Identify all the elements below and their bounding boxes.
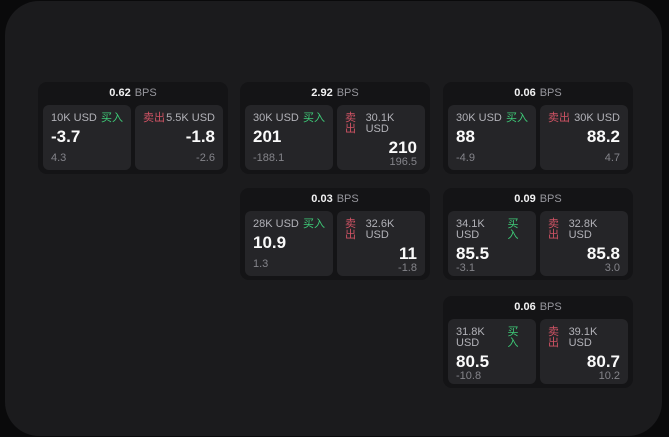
buy-change: 1.3 bbox=[253, 258, 269, 270]
sell-amount: 30.1K USD bbox=[365, 112, 395, 135]
sell-change: -1.8 bbox=[398, 262, 417, 274]
sell-pane[interactable]: 卖出 32.8K USD 85.8 3.0 bbox=[540, 211, 628, 276]
sell-price: 85.8 bbox=[586, 244, 620, 263]
sell-amount: 39.1K USD bbox=[568, 326, 598, 349]
sell-label: 卖出 bbox=[548, 326, 559, 349]
buy-pane[interactable]: 30K USD 买入 88 -4.9 bbox=[448, 105, 536, 170]
sell-pane[interactable]: 卖出 39.1K USD 80.7 10.2 bbox=[540, 319, 628, 384]
buy-change: 4.3 bbox=[51, 152, 67, 164]
buy-change: -4.9 bbox=[456, 152, 475, 164]
bps-value: 0.09 bbox=[514, 193, 536, 205]
buy-amount: 30K USD bbox=[456, 112, 502, 124]
sell-price: 11 bbox=[399, 244, 417, 263]
buy-amount: 10K USD bbox=[51, 112, 97, 124]
sell-amount: 32.8K USD bbox=[568, 218, 598, 241]
buy-price: 88 bbox=[456, 127, 475, 146]
sell-change: 4.7 bbox=[604, 152, 620, 164]
buy-amount: 31.8K USD bbox=[456, 326, 485, 349]
bps-value: 0.03 bbox=[311, 193, 333, 205]
sell-change: 196.5 bbox=[389, 156, 417, 168]
bps-header: 2.92 BPS bbox=[245, 82, 425, 105]
buy-price: 85.5 bbox=[456, 244, 490, 263]
buy-pane[interactable]: 31.8K USD 买入 80.5 -10.8 bbox=[448, 319, 536, 384]
buy-price: 10.9 bbox=[253, 233, 287, 252]
buy-label: 买入 bbox=[507, 326, 519, 349]
buy-amount: 30K USD bbox=[253, 112, 299, 124]
sell-label: 卖出 bbox=[345, 218, 356, 241]
sell-amount: 32.6K USD bbox=[365, 218, 395, 241]
quote-card-4: 0.03 BPS 28K USD 买入 10.9 1.3 卖出 32.6K US… bbox=[240, 188, 430, 280]
buy-label: 买入 bbox=[101, 112, 123, 124]
sell-change: 3.0 bbox=[604, 262, 620, 274]
bps-header: 0.03 BPS bbox=[245, 188, 425, 211]
sell-change: -2.6 bbox=[196, 152, 215, 164]
sell-change: 10.2 bbox=[598, 370, 620, 382]
sell-label: 卖出 bbox=[143, 112, 165, 124]
buy-price: -3.7 bbox=[51, 127, 81, 146]
bps-value: 0.62 bbox=[109, 87, 131, 99]
buy-label: 买入 bbox=[303, 112, 325, 124]
bps-unit: BPS bbox=[539, 301, 562, 313]
bps-value: 0.06 bbox=[514, 301, 536, 313]
sell-label: 卖出 bbox=[548, 112, 570, 124]
sell-amount: 30K USD bbox=[574, 112, 620, 124]
bps-header: 0.09 BPS bbox=[448, 188, 628, 211]
quote-card-1: 0.62 BPS 10K USD 买入 -3.7 4.3 卖出 5.5K USD… bbox=[38, 82, 228, 174]
buy-pane[interactable]: 34.1K USD 买入 85.5 -3.1 bbox=[448, 211, 536, 276]
sell-pane[interactable]: 卖出 30.1K USD 210 196.5 bbox=[337, 105, 425, 170]
sell-pane[interactable]: 卖出 30K USD 88.2 4.7 bbox=[540, 105, 628, 170]
bps-unit: BPS bbox=[336, 193, 359, 205]
bps-unit: BPS bbox=[539, 87, 562, 99]
bps-header: 0.06 BPS bbox=[448, 296, 628, 319]
sell-pane[interactable]: 卖出 5.5K USD -1.8 -2.6 bbox=[135, 105, 223, 170]
sell-price: 210 bbox=[388, 138, 417, 157]
buy-label: 买入 bbox=[506, 112, 528, 124]
bps-unit: BPS bbox=[134, 87, 157, 99]
bps-unit: BPS bbox=[336, 87, 359, 99]
bps-unit: BPS bbox=[539, 193, 562, 205]
bps-value: 0.06 bbox=[514, 87, 536, 99]
buy-amount: 28K USD bbox=[253, 218, 299, 230]
buy-amount: 34.1K USD bbox=[456, 218, 485, 241]
sell-price: 88.2 bbox=[586, 127, 620, 146]
bps-header: 0.06 BPS bbox=[448, 82, 628, 105]
sell-pane[interactable]: 卖出 32.6K USD 11 -1.8 bbox=[337, 211, 425, 276]
buy-pane[interactable]: 28K USD 买入 10.9 1.3 bbox=[245, 211, 333, 276]
buy-price: 80.5 bbox=[456, 352, 490, 371]
quote-card-3: 0.06 BPS 30K USD 买入 88 -4.9 卖出 30K USD 8… bbox=[443, 82, 633, 174]
quote-card-6: 0.06 BPS 31.8K USD 买入 80.5 -10.8 卖出 39.1… bbox=[443, 296, 633, 388]
buy-label: 买入 bbox=[303, 218, 325, 230]
quote-card-5: 0.09 BPS 34.1K USD 买入 85.5 -3.1 卖出 32.8K… bbox=[443, 188, 633, 280]
sell-price: -1.8 bbox=[185, 127, 215, 146]
buy-change: -10.8 bbox=[456, 370, 482, 382]
bps-header: 0.62 BPS bbox=[43, 82, 223, 105]
sell-label: 卖出 bbox=[548, 218, 559, 241]
buy-change: -3.1 bbox=[456, 262, 475, 274]
sell-label: 卖出 bbox=[345, 112, 356, 135]
buy-change: -188.1 bbox=[253, 152, 285, 164]
buy-price: 201 bbox=[253, 127, 282, 146]
bps-value: 2.92 bbox=[311, 87, 333, 99]
buy-pane[interactable]: 10K USD 买入 -3.7 4.3 bbox=[43, 105, 131, 170]
buy-label: 买入 bbox=[507, 218, 519, 241]
quote-card-2: 2.92 BPS 30K USD 买入 201 -188.1 卖出 30.1K … bbox=[240, 82, 430, 174]
sell-price: 80.7 bbox=[586, 352, 620, 371]
buy-pane[interactable]: 30K USD 买入 201 -188.1 bbox=[245, 105, 333, 170]
sell-amount: 5.5K USD bbox=[166, 112, 215, 124]
